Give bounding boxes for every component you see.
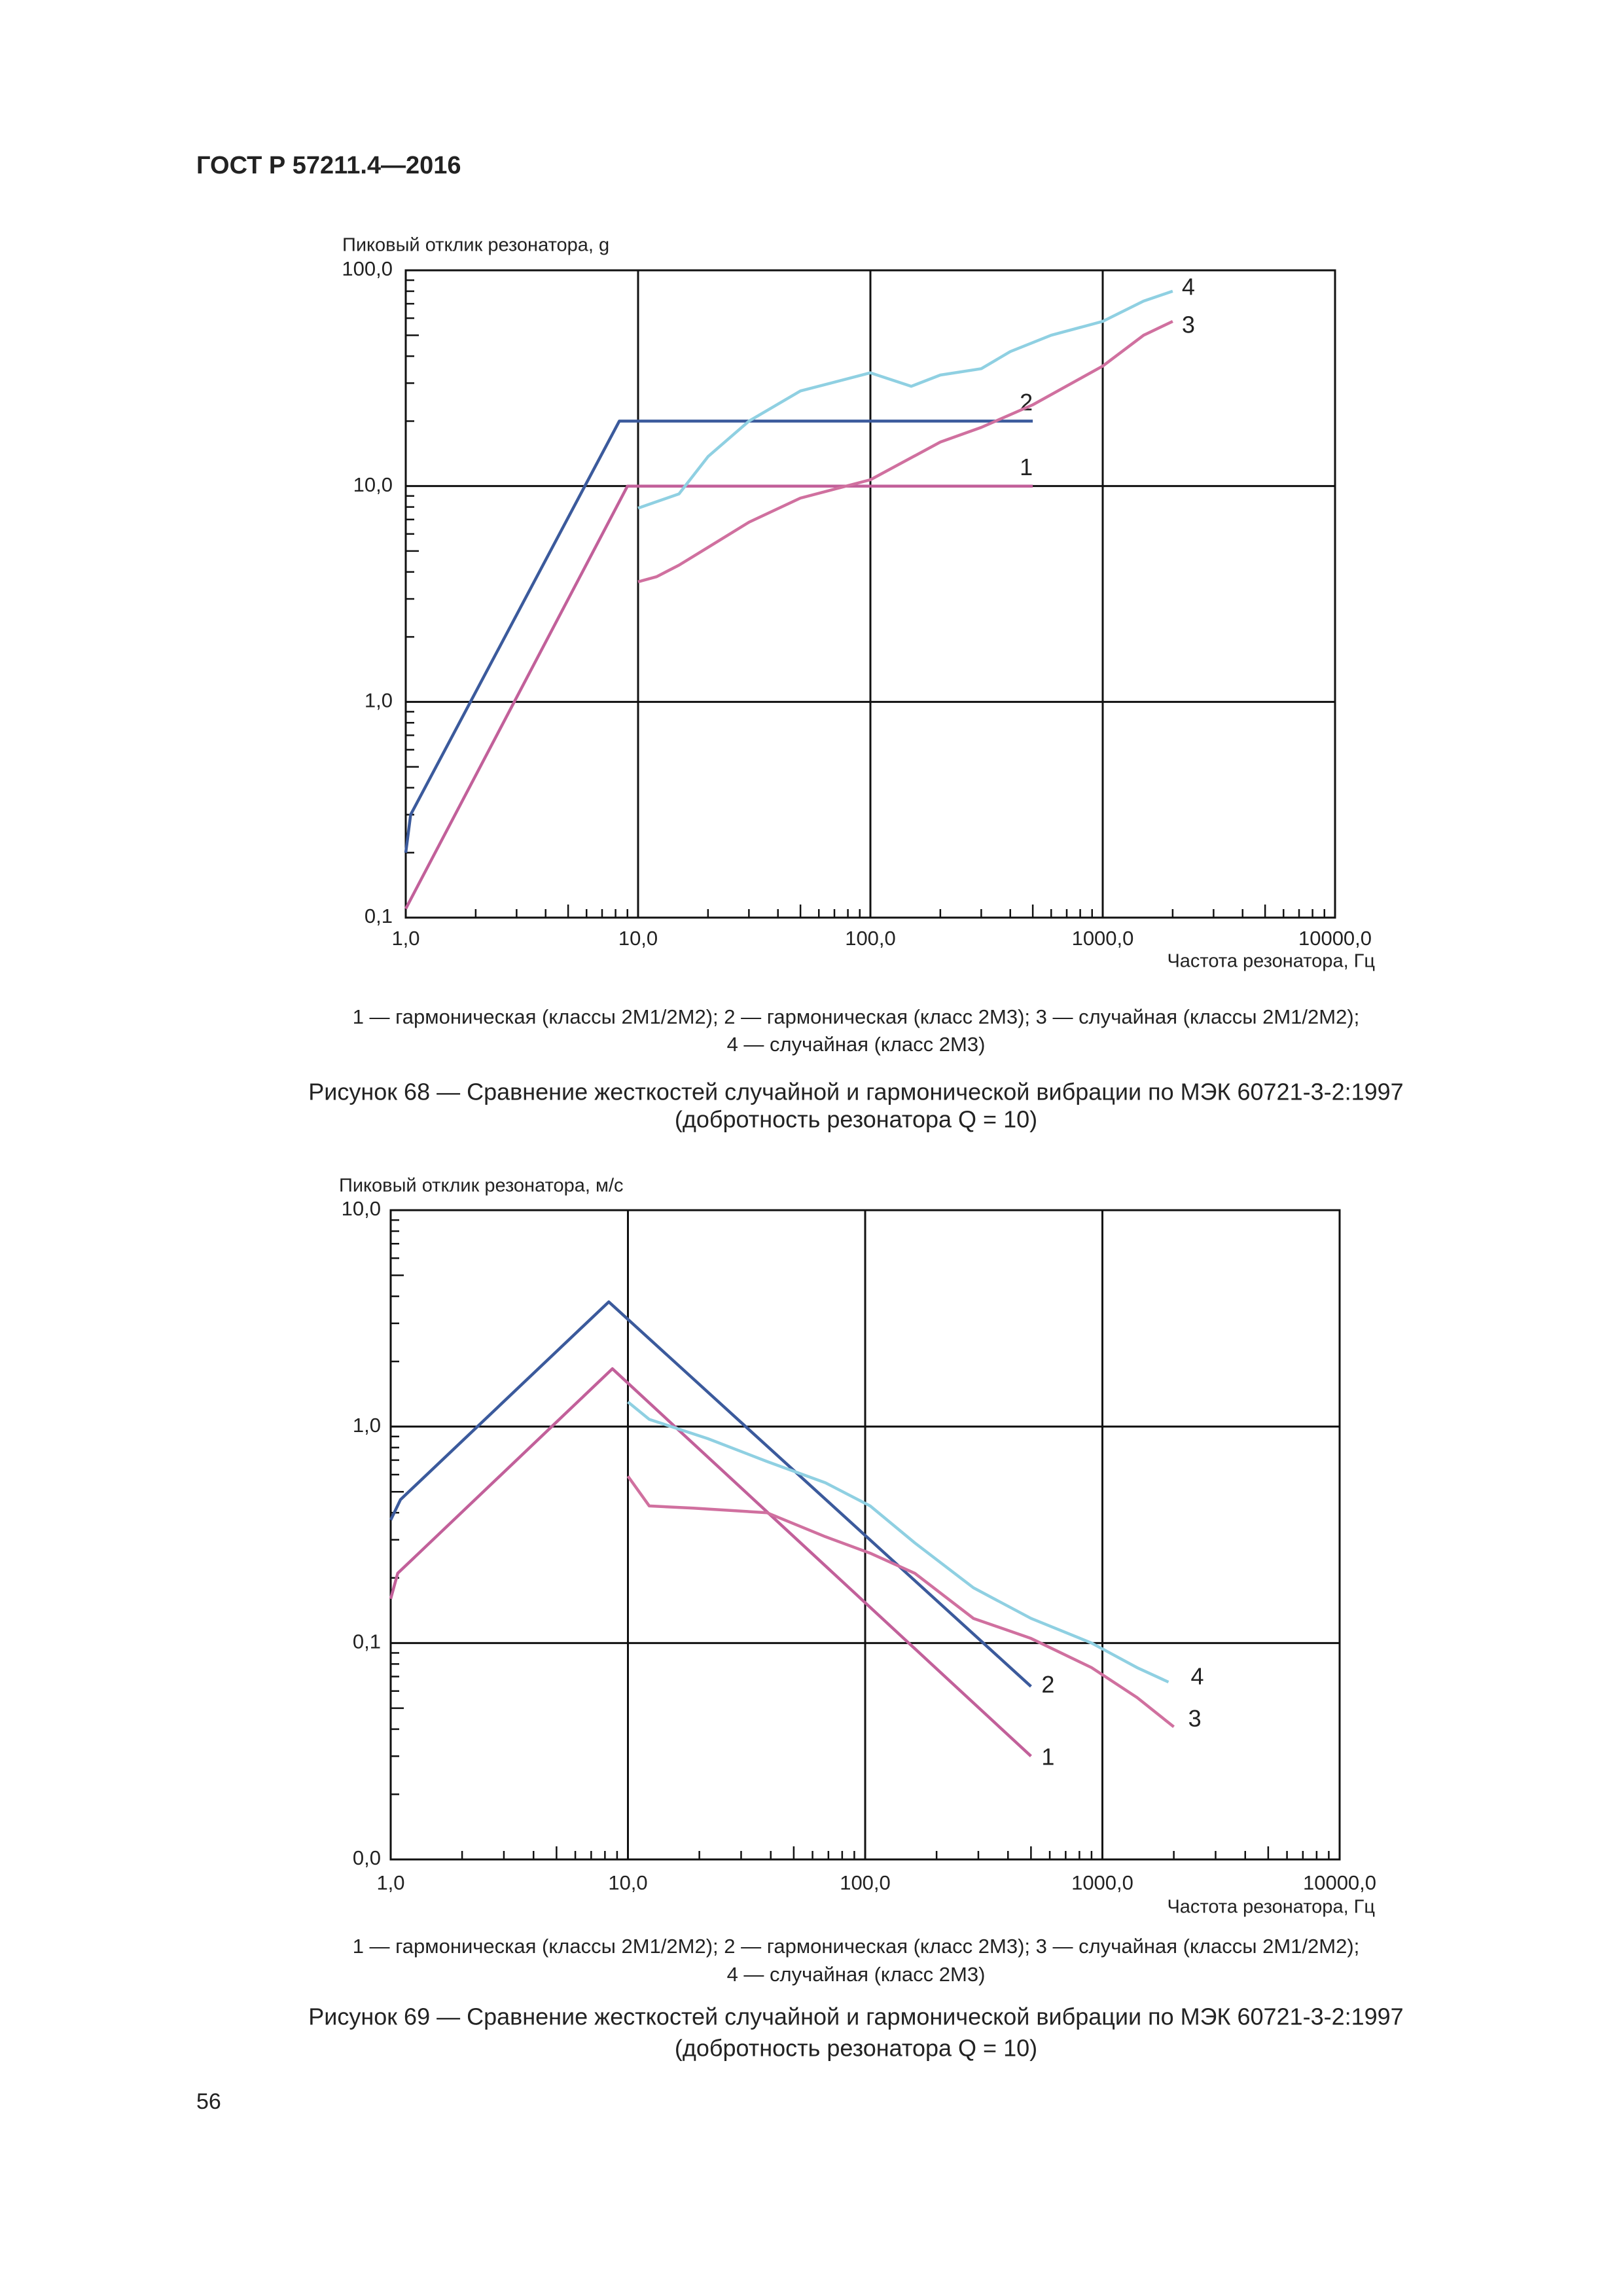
- x-axis-label: Частота резонатора, Гц: [1167, 951, 1375, 972]
- page-number: 56: [196, 2089, 221, 2114]
- data-line: [389, 1367, 1032, 1757]
- x-tick-label: 100,0: [845, 927, 896, 950]
- y-tick-label: 0,0: [353, 1846, 381, 1869]
- y-axis-label: Пиковый отклик резонатора, g: [342, 235, 609, 256]
- series-label: 4: [1182, 273, 1195, 300]
- figure-caption: Рисунок 69 — Сравнение жесткостей случай…: [308, 2003, 1403, 2030]
- data-line: [404, 420, 1033, 853]
- data-line: [404, 484, 1033, 910]
- y-axis-label: Пиковый отклик резонатора, м/с: [339, 1175, 624, 1196]
- figure-legend: 1 — гармоническая (классы 2М1/2М2); 2 — …: [353, 1935, 1360, 1958]
- series-label: 2: [1020, 389, 1033, 416]
- series-label: 1: [1041, 1744, 1054, 1770]
- header: ГОСТ Р 57211.4—2016: [196, 152, 461, 179]
- y-tick-label: 0,1: [353, 1630, 381, 1653]
- x-tick-label: 100,0: [840, 1871, 891, 1894]
- figure-caption: (добротность резонатора Q = 10): [675, 1106, 1037, 1133]
- series-label: 4: [1191, 1663, 1204, 1690]
- data-line: [637, 319, 1173, 584]
- data-line: [637, 289, 1173, 510]
- x-tick-label: 10,0: [618, 927, 658, 950]
- series-label: 2: [1041, 1671, 1054, 1698]
- y-tick-label: 1,0: [353, 1414, 381, 1437]
- figure-legend: 4 — случайная (класс 2М3): [727, 1033, 986, 1056]
- figure-legend: 1 — гармоническая (классы 2М1/2М2); 2 — …: [353, 1005, 1360, 1028]
- x-tick-label: 10000,0: [1303, 1871, 1376, 1894]
- y-tick-label: 100,0: [342, 257, 393, 280]
- x-tick-label: 10,0: [608, 1871, 647, 1894]
- y-tick-label: 10,0: [342, 1197, 381, 1220]
- figure-caption: Рисунок 68 — Сравнение жесткостей случай…: [308, 1079, 1403, 1105]
- x-axis-label: Частота резонатора, Гц: [1167, 1897, 1375, 1918]
- y-tick-label: 0,1: [365, 905, 393, 927]
- series-label: 3: [1188, 1705, 1202, 1732]
- figure-caption: (добротность резонатора Q = 10): [675, 2035, 1037, 2062]
- data-line: [627, 1401, 1169, 1684]
- series-label: 1: [1020, 454, 1033, 480]
- x-tick-label: 1000,0: [1072, 927, 1134, 950]
- y-tick-label: 1,0: [365, 689, 393, 712]
- data-line: [626, 1475, 1175, 1729]
- data-line: [389, 1300, 1032, 1688]
- y-tick-label: 10,0: [353, 473, 393, 496]
- x-tick-label: 1,0: [391, 927, 419, 950]
- series-label: 3: [1182, 312, 1195, 338]
- x-tick-label: 10000,0: [1298, 927, 1372, 950]
- figure-legend: 4 — случайная (класс 2М3): [727, 1963, 986, 1986]
- x-tick-label: 1000,0: [1071, 1871, 1133, 1894]
- x-tick-label: 1,0: [376, 1871, 404, 1894]
